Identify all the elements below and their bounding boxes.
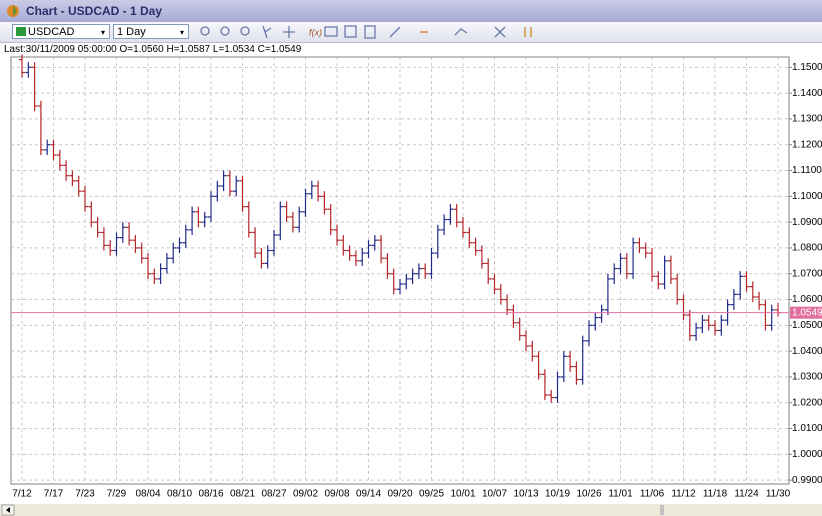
x-tick-label: 7/17	[44, 489, 64, 500]
x-tick-label: 09/02	[293, 489, 318, 500]
last-price-box	[790, 306, 822, 319]
symbol-dropdown[interactable]: USDCAD ▾	[12, 24, 110, 39]
y-tick-label: 1.1100	[792, 165, 822, 176]
x-tick-label: 10/19	[545, 489, 570, 500]
x-tick-label: 08/21	[230, 489, 255, 500]
x-tick-label: 11/12	[671, 489, 696, 500]
x-tick-label: 7/12	[12, 489, 32, 500]
y-tick-label: 1.0200	[792, 397, 822, 408]
x-tick-label: 09/25	[419, 489, 444, 500]
x-tick-label: 10/26	[576, 489, 601, 500]
x-tick-label: 08/04	[135, 489, 160, 500]
scrollbar[interactable]	[0, 504, 822, 516]
last-price-label: 1.0549	[792, 307, 822, 318]
y-tick-label: 1.0900	[792, 217, 822, 228]
y-tick-label: 1.1200	[792, 139, 822, 150]
x-tick-label: 10/07	[482, 489, 507, 500]
toolbar: USDCAD ▾ 1 Day ▾ f(x)	[0, 22, 822, 43]
x-tick-label: 10/13	[513, 489, 538, 500]
window-title: Chart - USDCAD - 1 Day	[26, 4, 163, 18]
toolbar-icons[interactable]: f(x)	[195, 22, 595, 42]
x-tick-label: 09/08	[324, 489, 349, 500]
period: 1 Day	[117, 26, 146, 38]
svg-text:f(x): f(x)	[309, 27, 322, 37]
y-tick-label: 1.1400	[792, 88, 822, 99]
x-tick-label: 11/01	[608, 489, 633, 500]
x-tick-label: 09/20	[387, 489, 412, 500]
scroll-thumb[interactable]	[660, 505, 664, 515]
info-line: Last:30/11/2009 05:00:00 O=1.0560 H=1.05…	[4, 44, 302, 55]
y-tick-label: 1.0300	[792, 372, 822, 383]
y-tick-label: 1.1300	[792, 114, 822, 125]
x-tick-label: 09/14	[356, 489, 381, 500]
y-tick-label: 1.0600	[792, 294, 822, 305]
y-tick-label: 1.1500	[792, 62, 822, 73]
y-tick-label: 1.0100	[792, 423, 822, 434]
x-tick-label: 11/30	[766, 489, 791, 500]
x-tick-label: 08/27	[261, 489, 286, 500]
period-dropdown[interactable]: 1 Day ▾	[113, 24, 189, 39]
y-tick-label: 1.0500	[792, 320, 822, 331]
x-tick-label: 11/18	[703, 489, 728, 500]
y-tick-label: 1.0700	[792, 268, 822, 279]
x-tick-label: 11/06	[640, 489, 665, 500]
app-icon	[7, 5, 19, 17]
y-tick-label: 1.0800	[792, 243, 822, 254]
x-tick-label: 7/23	[75, 489, 95, 500]
symbol: USDCAD	[28, 26, 75, 38]
x-tick-label: 08/10	[167, 489, 192, 500]
x-tick-label: 11/24	[734, 489, 759, 500]
x-tick-label: 08/16	[198, 489, 223, 500]
x-tick-label: 10/01	[450, 489, 475, 500]
y-tick-label: 0.9900	[792, 475, 822, 486]
y-tick-label: 1.1000	[792, 191, 822, 202]
y-tick-label: 1.0400	[792, 346, 822, 357]
x-tick-label: 7/29	[107, 489, 127, 500]
y-tick-label: 1.0000	[792, 449, 822, 460]
title-bar: Chart - USDCAD - 1 Day	[0, 0, 822, 22]
